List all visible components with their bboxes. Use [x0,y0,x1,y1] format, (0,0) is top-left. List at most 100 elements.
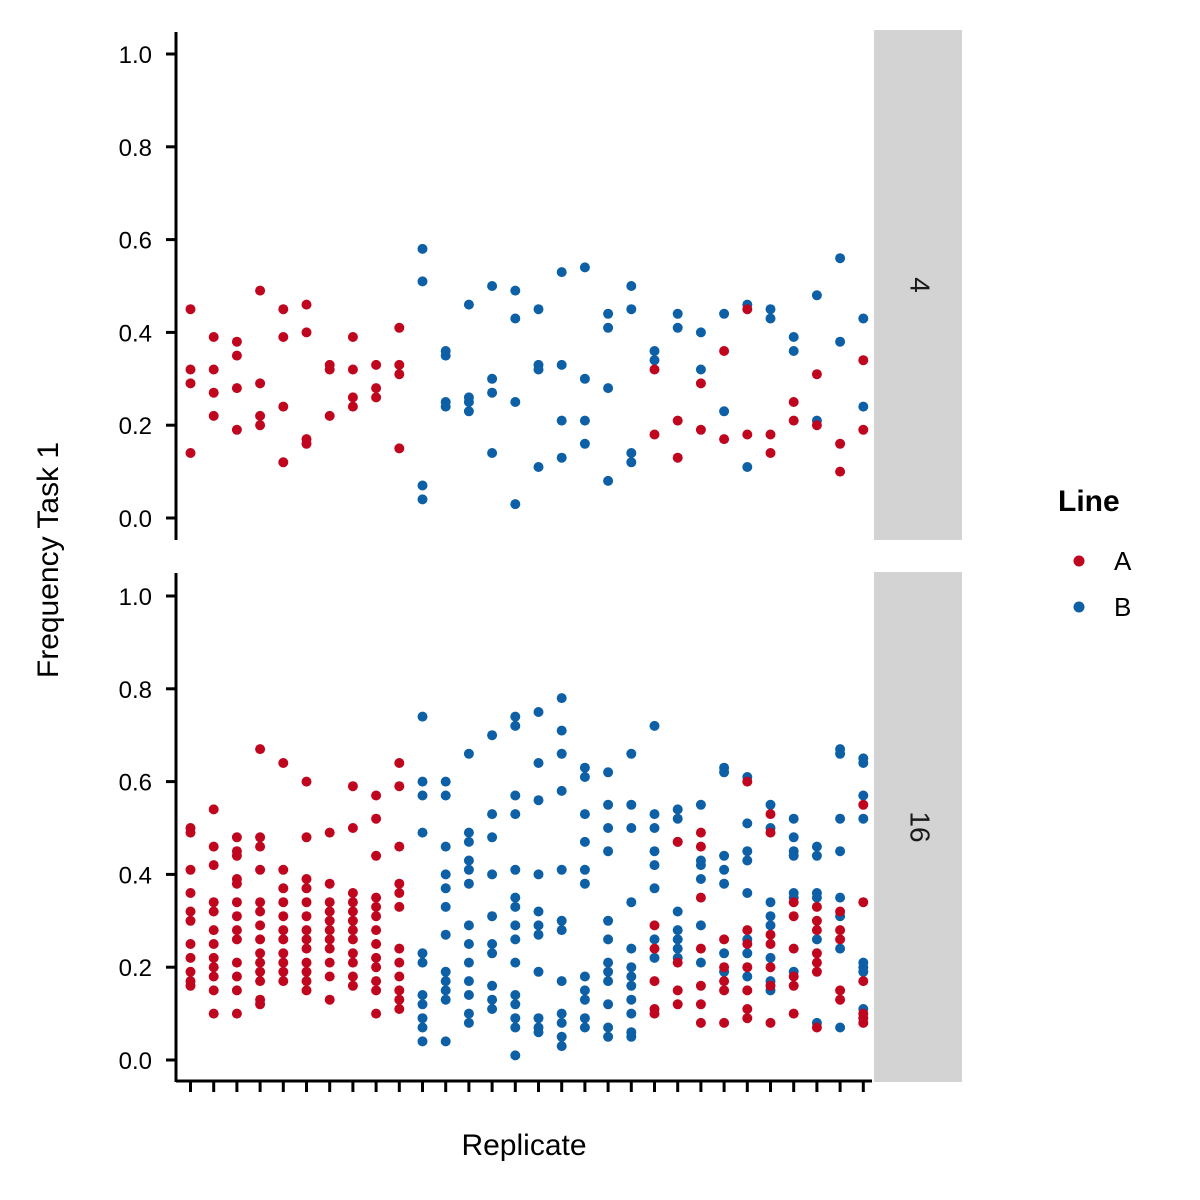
data-point-line-b [603,1031,614,1042]
data-point-line-b [533,1027,544,1038]
data-point-line-b [603,915,614,926]
data-point-line-a [324,943,335,954]
data-point-line-a [719,346,730,356]
data-point-line-a [394,369,405,380]
data-point-line-b [626,304,637,315]
x-axis-ticks [189,1081,865,1092]
data-point-line-b [626,962,637,973]
data-point-line-b [556,915,567,926]
data-point-line-a [255,378,266,389]
data-point-line-a [185,915,196,926]
data-point-line-b [579,878,590,889]
data-point-line-b [463,855,474,866]
data-point-line-a [185,864,196,875]
data-point-line-a [858,799,869,810]
data-point-line-b [765,304,776,315]
data-point-line-b [510,1013,521,1024]
data-point-line-a [324,364,335,375]
data-point-line-a [719,1017,730,1028]
data-point-line-a [788,980,799,991]
data-point-line-a [278,925,289,936]
data-point-line-a [371,925,382,936]
data-point-line-a [347,934,358,945]
data-point-line-a [278,957,289,968]
data-point-line-b [556,359,567,370]
data-point-line-a [208,860,219,871]
data-point-line-a [371,383,382,394]
data-point-line-a [347,781,358,792]
data-point-line-b [463,920,474,931]
data-point-line-a [788,971,799,982]
data-point-line-a [858,897,869,908]
data-point-line-b [626,994,637,1005]
data-point-line-b [695,874,706,884]
data-point-line-b [556,1008,567,1019]
data-point-line-a [811,925,822,936]
data-point-line-b [440,401,451,412]
data-point-line-a [208,925,219,936]
data-point-line-b [510,790,521,801]
data-point-line-a [765,429,776,440]
data-point-line-b [440,985,451,996]
data-point-line-a [742,1004,753,1014]
data-point-line-b [510,934,521,945]
data-point-line-a [255,966,266,977]
data-point-line-a [649,920,660,931]
data-point-line-a [858,976,869,987]
data-point-line-a [278,934,289,945]
data-point-line-a [301,874,312,884]
data-point-line-a [371,892,382,903]
data-point-line-a [208,952,219,963]
data-point-line-b [510,1022,521,1033]
data-point-line-b [417,276,428,287]
data-point-line-a [208,985,219,996]
data-point-line-a [231,850,242,861]
data-point-line-a [672,999,683,1010]
data-point-line-b [649,860,660,871]
y-tick-label: 0.6 [119,228,152,255]
data-point-line-b [672,813,683,824]
data-point-line-a [394,322,405,333]
data-point-line-b [417,999,428,1010]
data-point-line-a [278,457,289,468]
data-point-line-b [835,813,846,824]
data-point-line-b [510,892,521,903]
data-point-line-a [649,943,660,954]
data-point-line-b [556,976,567,987]
data-point-line-b [417,1036,428,1047]
data-point-line-a [394,841,405,852]
y-axis-title: Frequency Task 1 [32,442,65,678]
data-point-line-a [301,911,312,922]
panel-top-y-ticks: 0.0 0.2 0.4 0.6 0.8 1.0 [119,42,176,533]
data-point-line-b [487,373,498,384]
y-tick-label: 0.2 [119,413,152,440]
data-point-line-a [185,888,196,898]
data-point-line-b [417,990,428,1000]
data-point-line-b [603,767,614,778]
data-point-line-b [765,897,776,908]
data-point-line-a [371,962,382,973]
data-point-line-b [463,827,474,838]
data-point-line-a [185,448,196,458]
data-point-line-b [417,480,428,491]
data-point-line-a [255,285,266,296]
data-point-line-a [835,906,846,917]
data-point-line-a [255,744,266,755]
data-point-line-a [765,809,776,820]
data-point-line-b [579,772,590,782]
data-point-line-a [278,976,289,987]
data-point-line-a [394,359,405,370]
data-point-line-b [649,346,660,356]
data-point-line-a [649,976,660,987]
data-point-line-a [347,392,358,403]
y-tick-label: 1.0 [119,584,152,611]
data-point-line-b [811,841,822,852]
data-point-line-b [835,336,846,347]
data-point-line-a [394,971,405,982]
data-point-line-a [719,934,730,945]
data-point-line-b [719,948,730,959]
data-point-line-a [278,758,289,768]
data-point-line-b [440,869,451,880]
data-point-line-a [347,332,358,342]
data-point-line-a [324,994,335,1005]
